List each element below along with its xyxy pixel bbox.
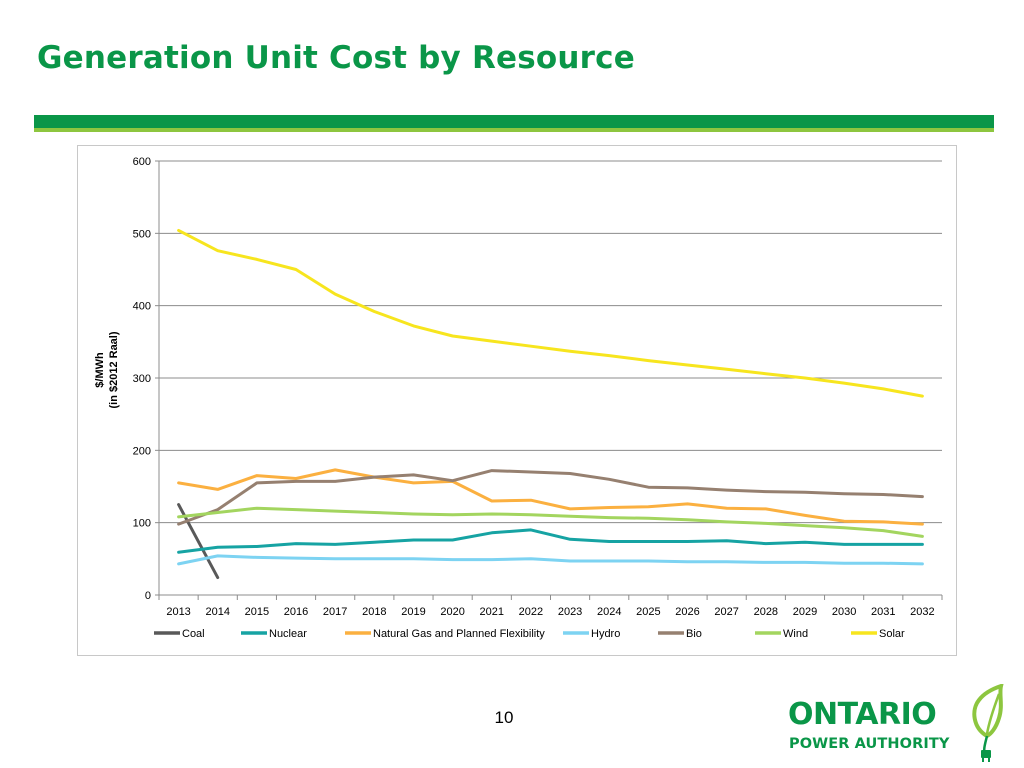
series-line-bio [177, 469, 924, 526]
x-tick-label: 2031 [871, 606, 895, 618]
y-axis-label-line-1: $/MWh [94, 352, 106, 388]
chart-frame: 0 100 200 300 400 500 600 2013 2014 2015 2016 2017 2… [77, 145, 957, 656]
x-tick-label: 2028 [754, 606, 778, 618]
x-tick-label: 2032 [910, 606, 934, 618]
x-tick-label: 2013 [166, 606, 190, 618]
legend-label: Natural Gas and Planned Flexibility [373, 628, 545, 640]
series-line-wind [177, 506, 924, 538]
x-tick-label: 2024 [597, 606, 621, 618]
series-layer [177, 228, 924, 580]
y-tick-label: 100 [133, 518, 151, 530]
y-axis-label-line-2: (in $2012 Raal) [108, 331, 120, 408]
x-tick-label: 2021 [480, 606, 504, 618]
legend-label: Solar [879, 628, 905, 640]
legend-label: Hydro [591, 628, 620, 640]
y-tick-label: 500 [133, 228, 151, 240]
axis-layer: 0 100 200 300 400 500 600 2013 2014 2015 2016 2017 2… [133, 156, 943, 618]
header-band-dark [34, 115, 994, 128]
y-tick-label: 400 [133, 301, 151, 313]
x-tick-label: 2017 [323, 606, 347, 618]
x-tick-label: 2022 [519, 606, 543, 618]
x-tick-label: 2026 [675, 606, 699, 618]
logo-text-power-authority: POWER AUTHORITY [789, 736, 950, 752]
series-line-hydro [177, 554, 924, 566]
series-line-nuclear [177, 528, 924, 554]
x-tick-label: 2029 [793, 606, 817, 618]
series-line-solar [177, 228, 924, 398]
x-tick-label: 2015 [245, 606, 269, 618]
x-tick-label: 2030 [832, 606, 856, 618]
page-number: 10 [494, 708, 514, 727]
grid-layer [159, 160, 942, 524]
x-tick-label: 2027 [714, 606, 738, 618]
series-line-natural-gas-and-planned-flexibility [177, 468, 924, 526]
legend-label: Nuclear [269, 628, 307, 640]
logo-text-ontario: ONTARIO [788, 697, 937, 732]
leaf-plug-icon [972, 684, 1004, 762]
ontario-power-authority-logo: ONTARIO POWER AUTHORITY [783, 684, 1013, 764]
x-tick-label: 2016 [284, 606, 308, 618]
x-tick-label: 2023 [558, 606, 582, 618]
x-tick-label: 2014 [205, 606, 229, 618]
y-tick-label: 300 [133, 373, 151, 385]
legend: Coal Nuclear Natural Gas and Planned Flexi… [154, 628, 905, 640]
legend-label: Wind [783, 628, 808, 640]
x-tick-label: 2020 [440, 606, 464, 618]
header-band-light [34, 128, 994, 132]
y-tick-label: 600 [133, 156, 151, 168]
legend-label: Coal [182, 628, 205, 640]
y-tick-label: 200 [133, 445, 151, 457]
slide-title: Generation Unit Cost by Resource [37, 40, 635, 76]
x-tick-label: 2019 [401, 606, 425, 618]
y-tick-label: 0 [145, 590, 151, 602]
legend-label: Bio [686, 628, 702, 640]
x-tick-label: 2025 [636, 606, 660, 618]
line-chart: 0 100 200 300 400 500 600 2013 2014 2015 2016 2017 2… [94, 156, 943, 640]
x-tick-label: 2018 [362, 606, 386, 618]
